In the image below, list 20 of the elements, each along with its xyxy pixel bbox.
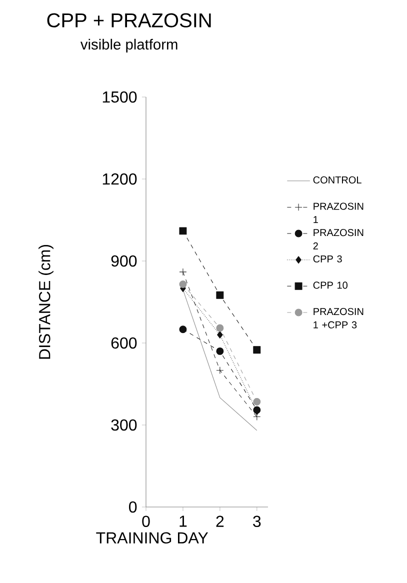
x-tick-label: 0 — [142, 516, 150, 528]
legend-label: PRAZOSIN 1 +CPP 3 — [314, 308, 364, 328]
y-tick-label: 1500 — [102, 91, 137, 103]
x-tick-label: 3 — [253, 516, 261, 528]
legend-label: CPP 3 — [313, 255, 342, 262]
chart-title: CPP + PRAZOSIN — [47, 13, 211, 28]
y-axis-title: DISTANCE (cm) — [38, 244, 54, 359]
x-tick-label: 1 — [180, 516, 187, 527]
legend-label: CPP 10 — [313, 282, 348, 289]
y-tick-label: 1200 — [102, 173, 137, 185]
chart-subtitle: visible platform — [80, 38, 178, 52]
x-axis-title: TRAINING DAY — [96, 532, 208, 544]
y-tick-label: 0 — [129, 501, 137, 513]
y-tick-label: 600 — [111, 337, 137, 349]
y-tick-label: 300 — [111, 419, 137, 431]
x-tick-label: 2 — [216, 516, 224, 527]
y-tick-label: 900 — [111, 255, 137, 267]
legend-label: PRAZOSIN 1 — [314, 202, 364, 224]
legend-label: PRAZOSIN 2 — [313, 229, 364, 250]
legend-label: CONTROL — [313, 176, 362, 184]
